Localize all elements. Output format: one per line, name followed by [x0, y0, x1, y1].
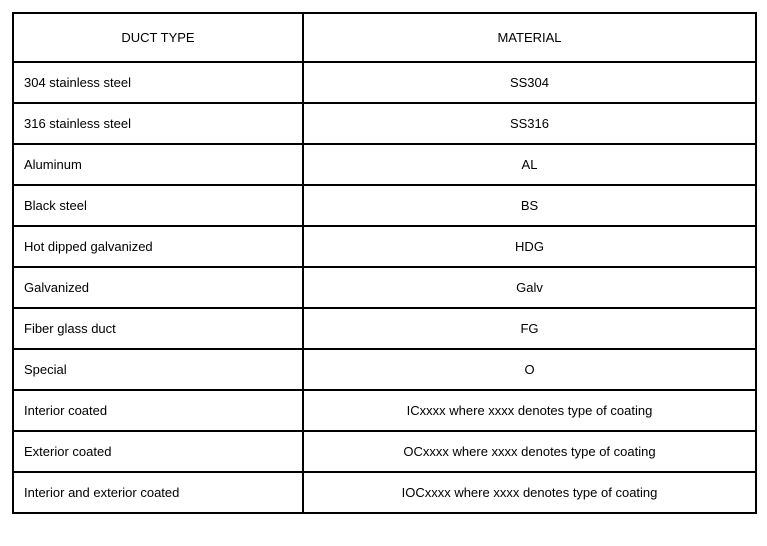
cell-duct-type: Hot dipped galvanized	[13, 226, 303, 267]
cell-material: OCxxxx where xxxx denotes type of coatin…	[303, 431, 756, 472]
table-row: Special O	[13, 349, 756, 390]
table-row: Exterior coated OCxxxx where xxxx denote…	[13, 431, 756, 472]
cell-duct-type: Special	[13, 349, 303, 390]
cell-material: BS	[303, 185, 756, 226]
table-row: Galvanized Galv	[13, 267, 756, 308]
cell-material: HDG	[303, 226, 756, 267]
table-row: Black steel BS	[13, 185, 756, 226]
cell-duct-type: Interior and exterior coated	[13, 472, 303, 513]
header-material: MATERIAL	[303, 13, 756, 62]
table-row: Aluminum AL	[13, 144, 756, 185]
cell-duct-type: Exterior coated	[13, 431, 303, 472]
cell-material: SS316	[303, 103, 756, 144]
cell-material: ICxxxx where xxxx denotes type of coatin…	[303, 390, 756, 431]
table-row: Interior and exterior coated IOCxxxx whe…	[13, 472, 756, 513]
table-row: 316 stainless steel SS316	[13, 103, 756, 144]
cell-duct-type: 304 stainless steel	[13, 62, 303, 103]
cell-material: O	[303, 349, 756, 390]
cell-material: FG	[303, 308, 756, 349]
table-row: Interior coated ICxxxx where xxxx denote…	[13, 390, 756, 431]
header-duct-type: DUCT TYPE	[13, 13, 303, 62]
cell-duct-type: Galvanized	[13, 267, 303, 308]
cell-duct-type: Black steel	[13, 185, 303, 226]
cell-duct-type: Aluminum	[13, 144, 303, 185]
cell-material: SS304	[303, 62, 756, 103]
table-row: 304 stainless steel SS304	[13, 62, 756, 103]
cell-material: Galv	[303, 267, 756, 308]
cell-material: IOCxxxx where xxxx denotes type of coati…	[303, 472, 756, 513]
cell-material: AL	[303, 144, 756, 185]
cell-duct-type: 316 stainless steel	[13, 103, 303, 144]
table-header-row: DUCT TYPE MATERIAL	[13, 13, 756, 62]
table-row: Fiber glass duct FG	[13, 308, 756, 349]
cell-duct-type: Fiber glass duct	[13, 308, 303, 349]
cell-duct-type: Interior coated	[13, 390, 303, 431]
duct-material-table: DUCT TYPE MATERIAL 304 stainless steel S…	[12, 12, 757, 514]
table-row: Hot dipped galvanized HDG	[13, 226, 756, 267]
